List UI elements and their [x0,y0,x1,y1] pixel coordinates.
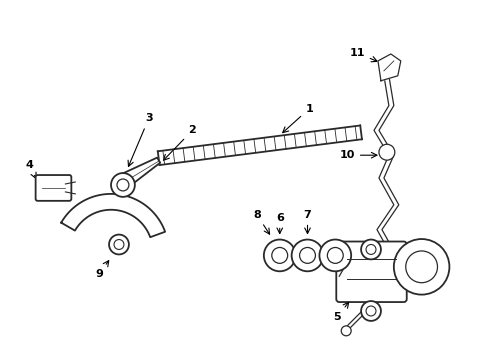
Polygon shape [158,126,361,165]
Circle shape [111,173,135,197]
Text: 5: 5 [333,302,348,322]
Circle shape [341,326,350,336]
Circle shape [109,235,129,255]
Text: 11: 11 [348,48,376,62]
Text: 6: 6 [275,213,283,234]
FancyBboxPatch shape [336,242,406,302]
Text: 10: 10 [339,150,376,160]
Circle shape [360,239,380,260]
Text: 4: 4 [26,160,36,178]
Circle shape [378,144,394,160]
Text: 8: 8 [252,210,269,234]
Text: 3: 3 [128,113,152,166]
Polygon shape [61,194,165,237]
Circle shape [319,239,350,271]
Text: 1: 1 [282,104,313,132]
Text: 7: 7 [303,210,311,234]
Polygon shape [377,54,400,81]
FancyBboxPatch shape [36,175,71,201]
Text: 2: 2 [163,125,196,160]
Circle shape [393,239,448,294]
Circle shape [264,239,295,271]
Text: 9: 9 [95,261,108,279]
Circle shape [360,301,380,321]
Circle shape [291,239,323,271]
Polygon shape [117,158,160,190]
